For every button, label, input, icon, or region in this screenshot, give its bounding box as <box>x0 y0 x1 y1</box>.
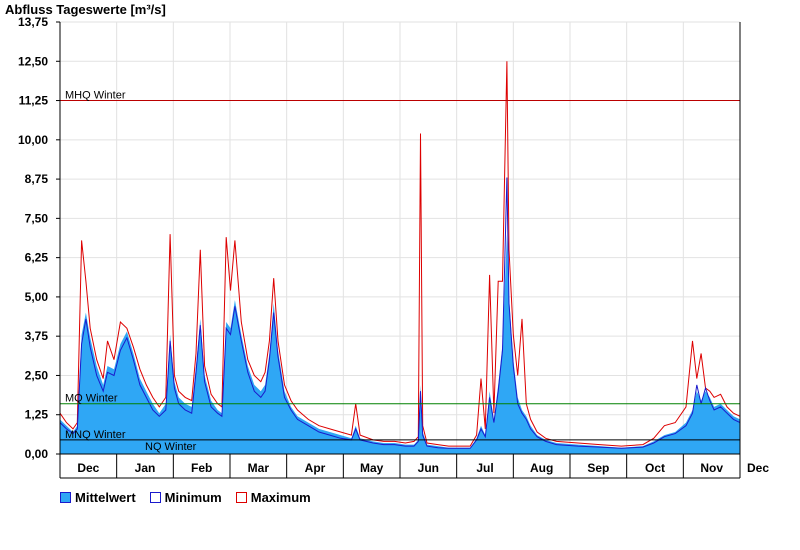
x-tick-label: Dec <box>77 461 99 475</box>
y-tick-label: 11,25 <box>19 94 49 108</box>
chart-title: Abfluss Tageswerte [m³/s] <box>5 2 166 17</box>
y-tick-label: 8,75 <box>25 172 49 186</box>
x-tick-label: Oct <box>645 461 665 475</box>
y-tick-label: 6,25 <box>25 251 49 265</box>
axes <box>59 22 741 479</box>
x-tick-label: Feb <box>191 461 212 475</box>
legend-item-maximum: Maximum <box>235 490 311 505</box>
legend-swatch-maximum <box>235 492 247 503</box>
x-tick-label: Apr <box>305 461 326 475</box>
y-tick-label: 1,25 <box>25 408 49 422</box>
y-tick-label: 10,00 <box>18 133 48 147</box>
series-mittelwert-area <box>60 234 740 454</box>
y-axis-ticks: 0,00 1,25 2,50 3,75 5,00 6,25 7,50 8,75 10,00 11,… <box>18 15 60 461</box>
x-tick-label: Aug <box>530 461 553 475</box>
x-tick-label: Sep <box>587 461 609 475</box>
y-tick-label: 12,50 <box>18 54 48 68</box>
legend-swatch-minimum <box>149 492 161 503</box>
legend-label-mittelwert: Mittelwert <box>75 490 136 505</box>
x-axis-ticks: Dec Jan Feb Mar Apr May Jun Jul Aug Sep Oct Nov Dec <box>59 454 769 478</box>
legend-item-mittelwert: Mittelwert <box>60 490 136 505</box>
x-tick-label: Jun <box>418 461 439 475</box>
legend-item-minimum: Minimum <box>149 490 222 505</box>
legend-swatch-mittelwert <box>60 492 71 503</box>
y-tick-label: 13,75 <box>18 15 48 29</box>
x-tick-label: Dec <box>747 461 769 475</box>
ref-line-label: MNQ Winter <box>65 429 126 441</box>
ref-line-label: MQ Winter <box>65 393 118 405</box>
y-tick-label: 5,00 <box>25 290 49 304</box>
grid-lines <box>60 21 740 454</box>
ref-line-label: MHQ Winter <box>65 90 126 102</box>
y-tick-label: 0,00 <box>25 447 49 461</box>
ref-line-label: NQ Winter <box>145 441 197 453</box>
y-tick-label: 7,50 <box>25 211 49 225</box>
x-tick-label: May <box>360 461 384 475</box>
y-tick-label: 2,50 <box>25 368 49 382</box>
y-tick-label: 3,75 <box>25 329 49 343</box>
legend: Mittelwert Minimum Maximum <box>60 490 311 505</box>
x-tick-label: Jul <box>476 461 493 475</box>
legend-label-minimum: Minimum <box>164 490 222 505</box>
x-tick-label: Mar <box>248 461 270 475</box>
reference-lines: MHQ Winter MQ Winter MNQ Winter NQ Winter <box>60 90 740 453</box>
legend-label-maximum: Maximum <box>250 490 311 505</box>
series-minimum-line <box>59 177 741 449</box>
x-tick-label: Nov <box>700 461 723 475</box>
x-tick-label: Jan <box>135 461 156 475</box>
